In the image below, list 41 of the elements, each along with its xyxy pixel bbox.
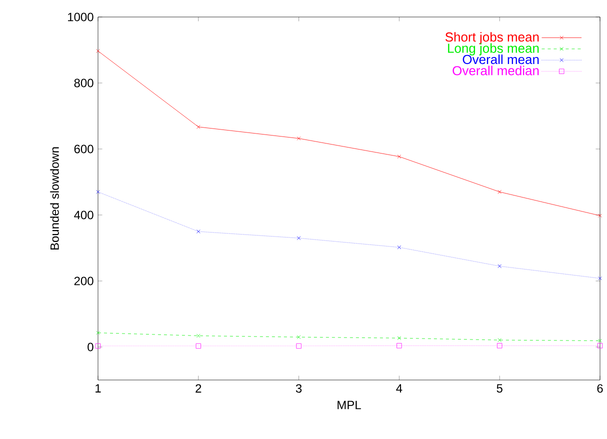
point <box>397 154 402 158</box>
point <box>296 335 301 339</box>
point <box>598 276 602 280</box>
y-tick-label: 800 <box>74 78 94 88</box>
point <box>196 334 200 338</box>
point <box>95 343 101 349</box>
point <box>497 343 502 348</box>
point <box>498 190 502 194</box>
point <box>196 230 200 234</box>
x-tick-label: 2 <box>196 384 202 393</box>
legend-label: Overall mean <box>462 54 539 64</box>
point <box>296 136 301 140</box>
legend-label: Overall median <box>452 66 539 76</box>
x-tick-label: 5 <box>496 384 502 393</box>
y-tick-label: 600 <box>74 144 94 154</box>
y-axis-title: Bounded slowdown <box>50 147 59 250</box>
legend-label: Short jobs mean <box>445 32 539 44</box>
point <box>396 343 402 348</box>
y-tick-label: 400 <box>74 210 94 220</box>
point <box>296 343 302 349</box>
point <box>397 336 402 340</box>
x-axis-title: MPL <box>338 400 361 410</box>
y-tick-label: 200 <box>74 276 94 286</box>
point <box>96 49 100 53</box>
point <box>397 245 402 250</box>
point <box>597 343 603 348</box>
point <box>196 124 200 129</box>
point <box>96 190 100 194</box>
point <box>498 338 502 342</box>
y-tick-label: 0 <box>88 342 94 352</box>
y-tick-label: 1000 <box>68 12 94 22</box>
point <box>96 330 100 335</box>
point <box>196 343 201 349</box>
x-tick-label: 3 <box>296 384 302 393</box>
point <box>598 338 602 343</box>
x-tick-label: 6 <box>597 384 603 393</box>
point <box>498 264 502 268</box>
x-tick-label: 4 <box>396 384 402 392</box>
point <box>296 236 301 240</box>
legend-label: Long jobs mean <box>448 43 539 56</box>
x-tick-label: 1 <box>96 384 101 392</box>
